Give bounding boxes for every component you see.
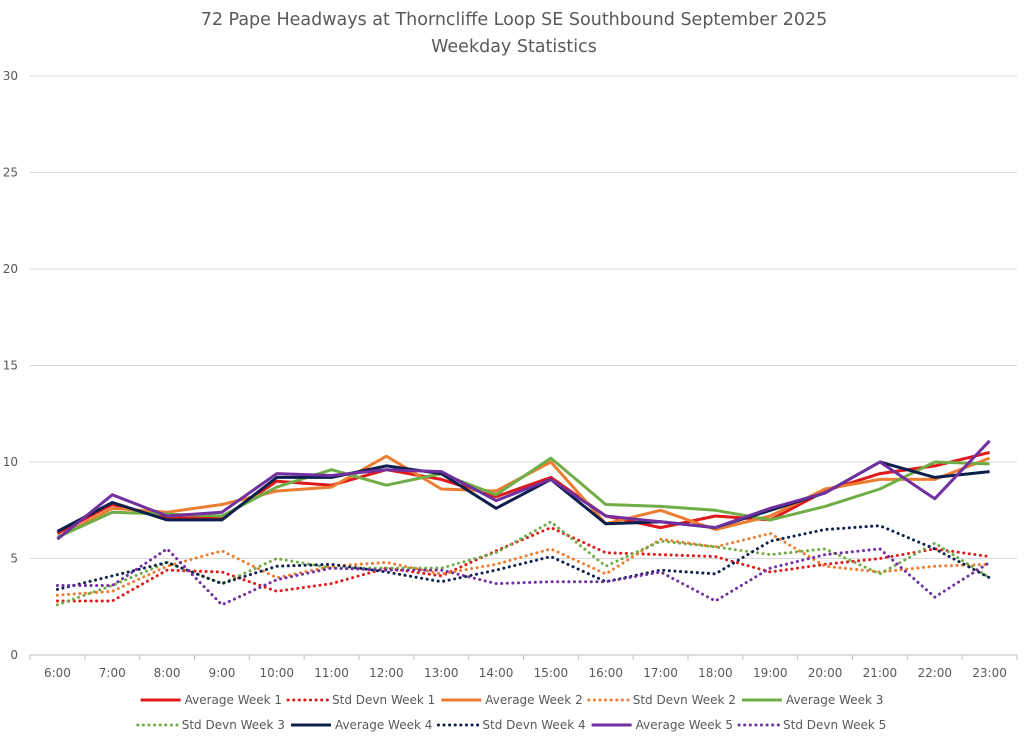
- x-tick-label: 20:00: [808, 666, 843, 680]
- legend-label: Std Devn Week 4: [482, 718, 585, 732]
- x-tick-label: 8:00: [154, 666, 181, 680]
- series-line-std-devn-week-4: [55, 524, 992, 591]
- x-tick-label: 9:00: [208, 666, 235, 680]
- x-tick-label: 22:00: [917, 666, 952, 680]
- y-tick-label: 25: [3, 166, 18, 180]
- y-tick-label: 20: [3, 262, 18, 276]
- legend: Average Week 1 Std Devn Week 1 Average Wee…: [136, 693, 886, 732]
- legend-label: Average Week 1: [185, 693, 282, 707]
- x-tick-label: 16:00: [588, 666, 623, 680]
- legend-label: Std Devn Week 5: [783, 718, 886, 732]
- legend-label: Std Devn Week 2: [633, 693, 736, 707]
- x-tick-label: 10:00: [259, 666, 294, 680]
- x-tick-label: 6:00: [44, 666, 71, 680]
- y-tick-label: 5: [10, 552, 18, 566]
- legend-row: Average Week 1 Std Devn Week 1 Average Wee…: [140, 693, 883, 707]
- y-tick-label: 0: [10, 648, 18, 662]
- y-tick-label: 10: [3, 455, 18, 469]
- legend-label: Std Devn Week 3: [182, 718, 285, 732]
- x-tick-label: 17:00: [643, 666, 678, 680]
- x-tick-label: 23:00: [972, 666, 1007, 680]
- x-tick-label: 18:00: [698, 666, 733, 680]
- legend-row: Std Devn Week 3 Average Week 4 Std Devn We…: [136, 718, 886, 732]
- legend-label: Average Week 3: [786, 693, 883, 707]
- legend-label: Std Devn Week 1: [332, 693, 435, 707]
- axes: 0 5 10 15 20 25 30 6:00 7:00 8:00 9:00 10:00 11:00 12…: [3, 69, 1018, 680]
- x-tick-label: 21:00: [863, 666, 898, 680]
- series-line-std-devn-week-1: [55, 526, 992, 603]
- series-lines: [55, 439, 992, 607]
- x-tick-label: 13:00: [424, 666, 459, 680]
- x-tick-label: 12:00: [369, 666, 404, 680]
- x-tick-label: 7:00: [99, 666, 126, 680]
- y-tick-label: 15: [3, 359, 18, 373]
- series-line-std-devn-week-5: [55, 547, 992, 607]
- chart-title: 72 Pape Headways at Thorncliffe Loop SE …: [201, 10, 828, 30]
- legend-label: Average Week 5: [636, 718, 733, 732]
- series-line-std-devn-week-2: [55, 531, 992, 597]
- x-tick-label: 14:00: [479, 666, 514, 680]
- gridlines: [30, 75, 1017, 559]
- y-tick-label: 30: [3, 69, 18, 83]
- x-tick-label: 15:00: [534, 666, 569, 680]
- x-tick-label: 19:00: [753, 666, 788, 680]
- series-line-average-week-5: [56, 439, 991, 541]
- x-tick-label: 11:00: [314, 666, 349, 680]
- legend-label: Average Week 4: [335, 718, 432, 732]
- chart-subtitle: Weekday Statistics: [431, 37, 597, 57]
- legend-label: Average Week 2: [485, 693, 582, 707]
- series-line-average-week-3: [56, 456, 990, 539]
